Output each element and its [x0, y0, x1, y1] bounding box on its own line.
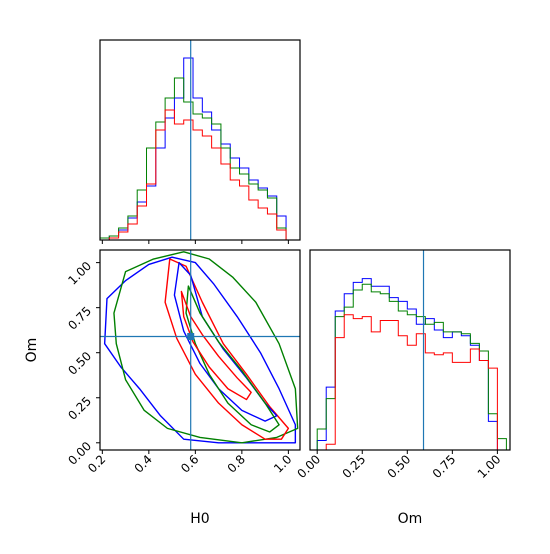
right-xtick-label-0: 0.00 — [295, 452, 324, 481]
joint-x-axis-label: H0 — [190, 511, 209, 527]
joint-xtick-label-4: 1.0 — [271, 452, 294, 475]
contour-outer-1 — [113, 251, 299, 444]
om-hist-series-2 — [317, 314, 507, 450]
contour-inner-4 — [185, 285, 280, 433]
top-panel-frame — [99, 39, 301, 241]
om-hist-group — [316, 278, 507, 450]
h0-hist-series-1 — [100, 77, 296, 240]
om-hist-series-0 — [316, 278, 507, 450]
joint-xtick-label-2: 0.6 — [178, 452, 201, 475]
contour-outer-0 — [103, 256, 297, 444]
joint-ytick-label-3: 0.75 — [65, 304, 94, 333]
joint-xtick-label-1: 0.4 — [132, 452, 155, 475]
right-x-axis-label: Om — [398, 511, 423, 527]
right-panel-frame — [309, 249, 511, 451]
truth-marker-0 — [187, 332, 195, 340]
joint-y-axis-label: Om — [24, 338, 40, 363]
right-xtick-label-4: 1.00 — [475, 452, 504, 481]
contour-inner-5 — [180, 290, 252, 401]
right-xtick-label-2: 0.50 — [385, 452, 414, 481]
right-xtick-label-1: 0.25 — [340, 452, 369, 481]
joint-ytick-label-2: 0.50 — [65, 349, 94, 378]
joint-panel-frame — [99, 249, 301, 451]
joint-xtick-label-3: 0.8 — [225, 452, 248, 475]
joint-contour-group — [100, 250, 300, 450]
joint-ytick-label-4: 1.00 — [65, 259, 94, 288]
h0-hist-series-0 — [100, 57, 296, 240]
contour-outer-2 — [164, 258, 290, 440]
right-xtick-label-3: 0.75 — [430, 452, 459, 481]
h0-hist-series-2 — [100, 109, 296, 240]
om-hist-series-1 — [316, 283, 507, 450]
joint-ytick-label-1: 0.25 — [65, 394, 94, 423]
joint-xtick-label-0: 0.2 — [85, 452, 108, 475]
h0-hist-group — [100, 57, 296, 240]
